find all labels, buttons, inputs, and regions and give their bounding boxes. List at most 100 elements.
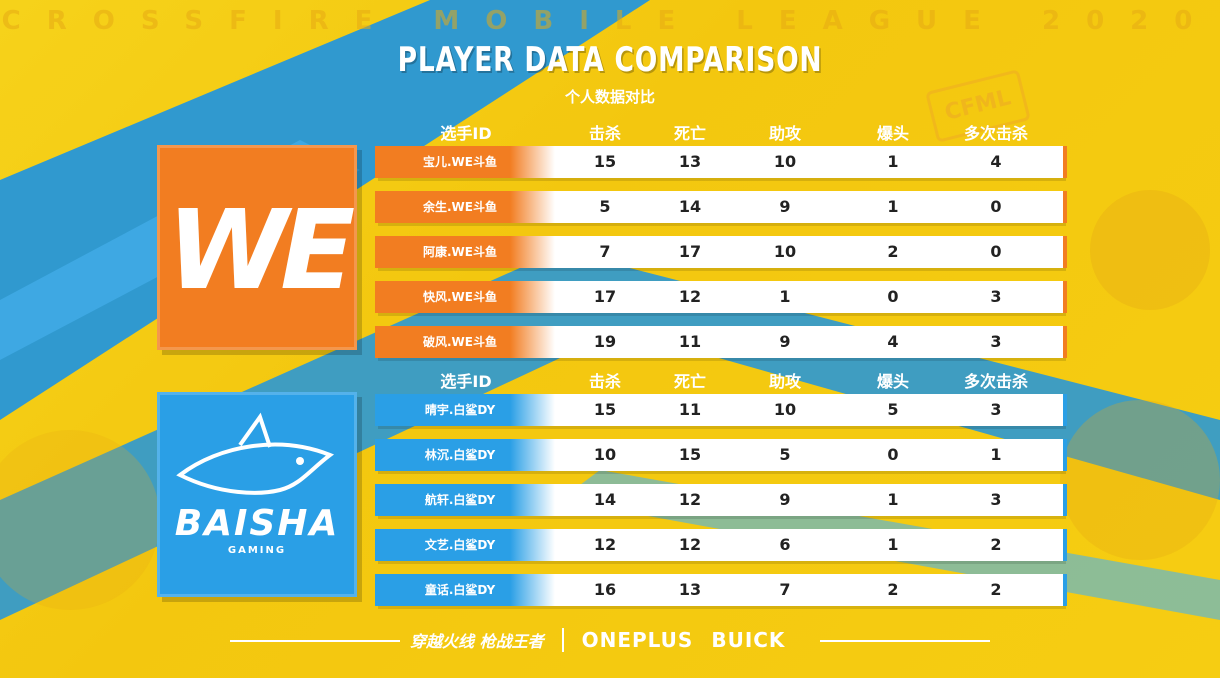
row-endcap [1063, 146, 1067, 178]
col-deaths: 死亡 [673, 124, 707, 143]
stat-kills: 5 [599, 197, 611, 216]
row-endcap [1063, 326, 1067, 358]
row-endcap [1063, 191, 1067, 223]
player-id: 宝儿.WE斗鱼 [375, 146, 555, 178]
player-row: 童话.白鲨DY 16 13 7 2 2 [375, 574, 1067, 606]
col-multikills: 多次击杀 [963, 124, 1029, 143]
team-logo-baisha: BAISHA GAMING [157, 392, 357, 597]
stat-deaths: 13 [678, 152, 702, 171]
footer-divider-left [230, 640, 400, 642]
stat-multikills: 2 [990, 535, 1002, 554]
player-id: 文艺.白鲨DY [375, 529, 555, 561]
player-id: 晴宇.白鲨DY [375, 394, 555, 426]
col-player-id: 选手ID [440, 372, 492, 391]
stat-assists: 10 [773, 242, 797, 261]
stat-assists: 9 [779, 490, 791, 509]
stat-kills: 15 [593, 400, 617, 419]
stat-deaths: 15 [678, 445, 702, 464]
player-row: 林沉.白鲨DY 10 15 5 0 1 [375, 439, 1067, 471]
stat-headshots: 1 [887, 152, 899, 171]
stat-deaths: 17 [678, 242, 702, 261]
player-id: 童话.白鲨DY [375, 574, 555, 606]
stat-kills: 12 [593, 535, 617, 554]
stat-assists: 9 [779, 197, 791, 216]
player-id: 阿康.WE斗鱼 [375, 236, 555, 268]
player-id: 破风.WE斗鱼 [375, 326, 555, 358]
stat-kills: 19 [593, 332, 617, 351]
stat-headshots: 2 [887, 580, 899, 599]
sponsor-separator [561, 628, 564, 652]
player-row: 晴宇.白鲨DY 15 11 10 5 3 [375, 394, 1067, 426]
row-endcap [1063, 236, 1067, 268]
stat-deaths: 12 [678, 287, 702, 306]
player-id: 快风.WE斗鱼 [375, 281, 555, 313]
player-row: 余生.WE斗鱼 5 14 9 1 0 [375, 191, 1067, 223]
stat-multikills: 0 [990, 242, 1002, 261]
player-row: 破风.WE斗鱼 19 11 9 4 3 [375, 326, 1067, 358]
league-banner: CROSSFIRE MOBILE LEAGUE 2020 [1, 6, 1219, 36]
row-endcap [1063, 484, 1067, 516]
footer-divider-right [820, 640, 990, 642]
baisha-logo-text: BAISHA [174, 503, 340, 544]
stat-assists: 5 [779, 445, 791, 464]
stat-assists: 9 [779, 332, 791, 351]
stat-headshots: 1 [887, 490, 899, 509]
sponsor-buick: BUICK [711, 628, 786, 652]
stat-deaths: 14 [678, 197, 702, 216]
stat-deaths: 11 [678, 400, 702, 419]
stat-assists: 6 [779, 535, 791, 554]
stat-deaths: 11 [678, 332, 702, 351]
player-row: 快风.WE斗鱼 17 12 1 0 3 [375, 281, 1067, 313]
stat-assists: 10 [773, 152, 797, 171]
shark-icon [176, 412, 335, 495]
stat-headshots: 1 [887, 535, 899, 554]
col-kills: 击杀 [588, 124, 622, 143]
stat-deaths: 12 [678, 490, 702, 509]
stat-multikills: 3 [990, 332, 1002, 351]
col-player-id: 选手ID [440, 124, 492, 143]
team-logo-we: WE [157, 145, 357, 350]
player-row: 文艺.白鲨DY 12 12 6 1 2 [375, 529, 1067, 561]
col-deaths: 死亡 [673, 372, 707, 391]
we-table-header: 选手ID 击杀 死亡 助攻 爆头 多次击杀 [0, 120, 1220, 144]
stat-headshots: 5 [887, 400, 899, 419]
player-row: 宝儿.WE斗鱼 15 13 10 1 4 [375, 146, 1067, 178]
sponsor-bar: 穿越火线 枪战王者 ONEPLUS BUICK [410, 624, 785, 656]
player-row: 航轩.白鲨DY 14 12 9 1 3 [375, 484, 1067, 516]
col-headshots: 爆头 [876, 124, 910, 143]
stat-multikills: 1 [990, 445, 1002, 464]
stat-multikills: 3 [990, 400, 1002, 419]
stat-kills: 7 [599, 242, 611, 261]
page-subtitle: 个人数据对比 [564, 88, 655, 106]
stat-multikills: 2 [990, 580, 1002, 599]
col-kills: 击杀 [588, 372, 622, 391]
row-endcap [1063, 394, 1067, 426]
stat-multikills: 0 [990, 197, 1002, 216]
baisha-logo-sub: GAMING [227, 545, 287, 556]
col-assists: 助攻 [768, 372, 802, 391]
stat-deaths: 13 [678, 580, 702, 599]
col-assists: 助攻 [768, 124, 802, 143]
player-id: 林沉.白鲨DY [375, 439, 555, 471]
row-endcap [1063, 529, 1067, 561]
sponsor-oneplus: ONEPLUS [581, 628, 694, 652]
stat-headshots: 0 [887, 287, 899, 306]
player-row: 阿康.WE斗鱼 7 17 10 2 0 [375, 236, 1067, 268]
col-multikills: 多次击杀 [963, 372, 1029, 391]
stat-assists: 10 [773, 400, 797, 419]
player-id: 余生.WE斗鱼 [375, 191, 555, 223]
stat-headshots: 1 [887, 197, 899, 216]
stat-headshots: 2 [887, 242, 899, 261]
page-title: PLAYER DATA COMPARISON [397, 40, 823, 80]
stat-kills: 15 [593, 152, 617, 171]
player-id: 航轩.白鲨DY [375, 484, 555, 516]
stat-kills: 17 [593, 287, 617, 306]
stat-kills: 14 [593, 490, 617, 509]
stat-kills: 10 [593, 445, 617, 464]
stat-deaths: 12 [678, 535, 702, 554]
row-endcap [1063, 574, 1067, 606]
col-headshots: 爆头 [876, 372, 910, 391]
stat-multikills: 3 [990, 287, 1002, 306]
stat-headshots: 0 [887, 445, 899, 464]
stat-headshots: 4 [887, 332, 899, 351]
